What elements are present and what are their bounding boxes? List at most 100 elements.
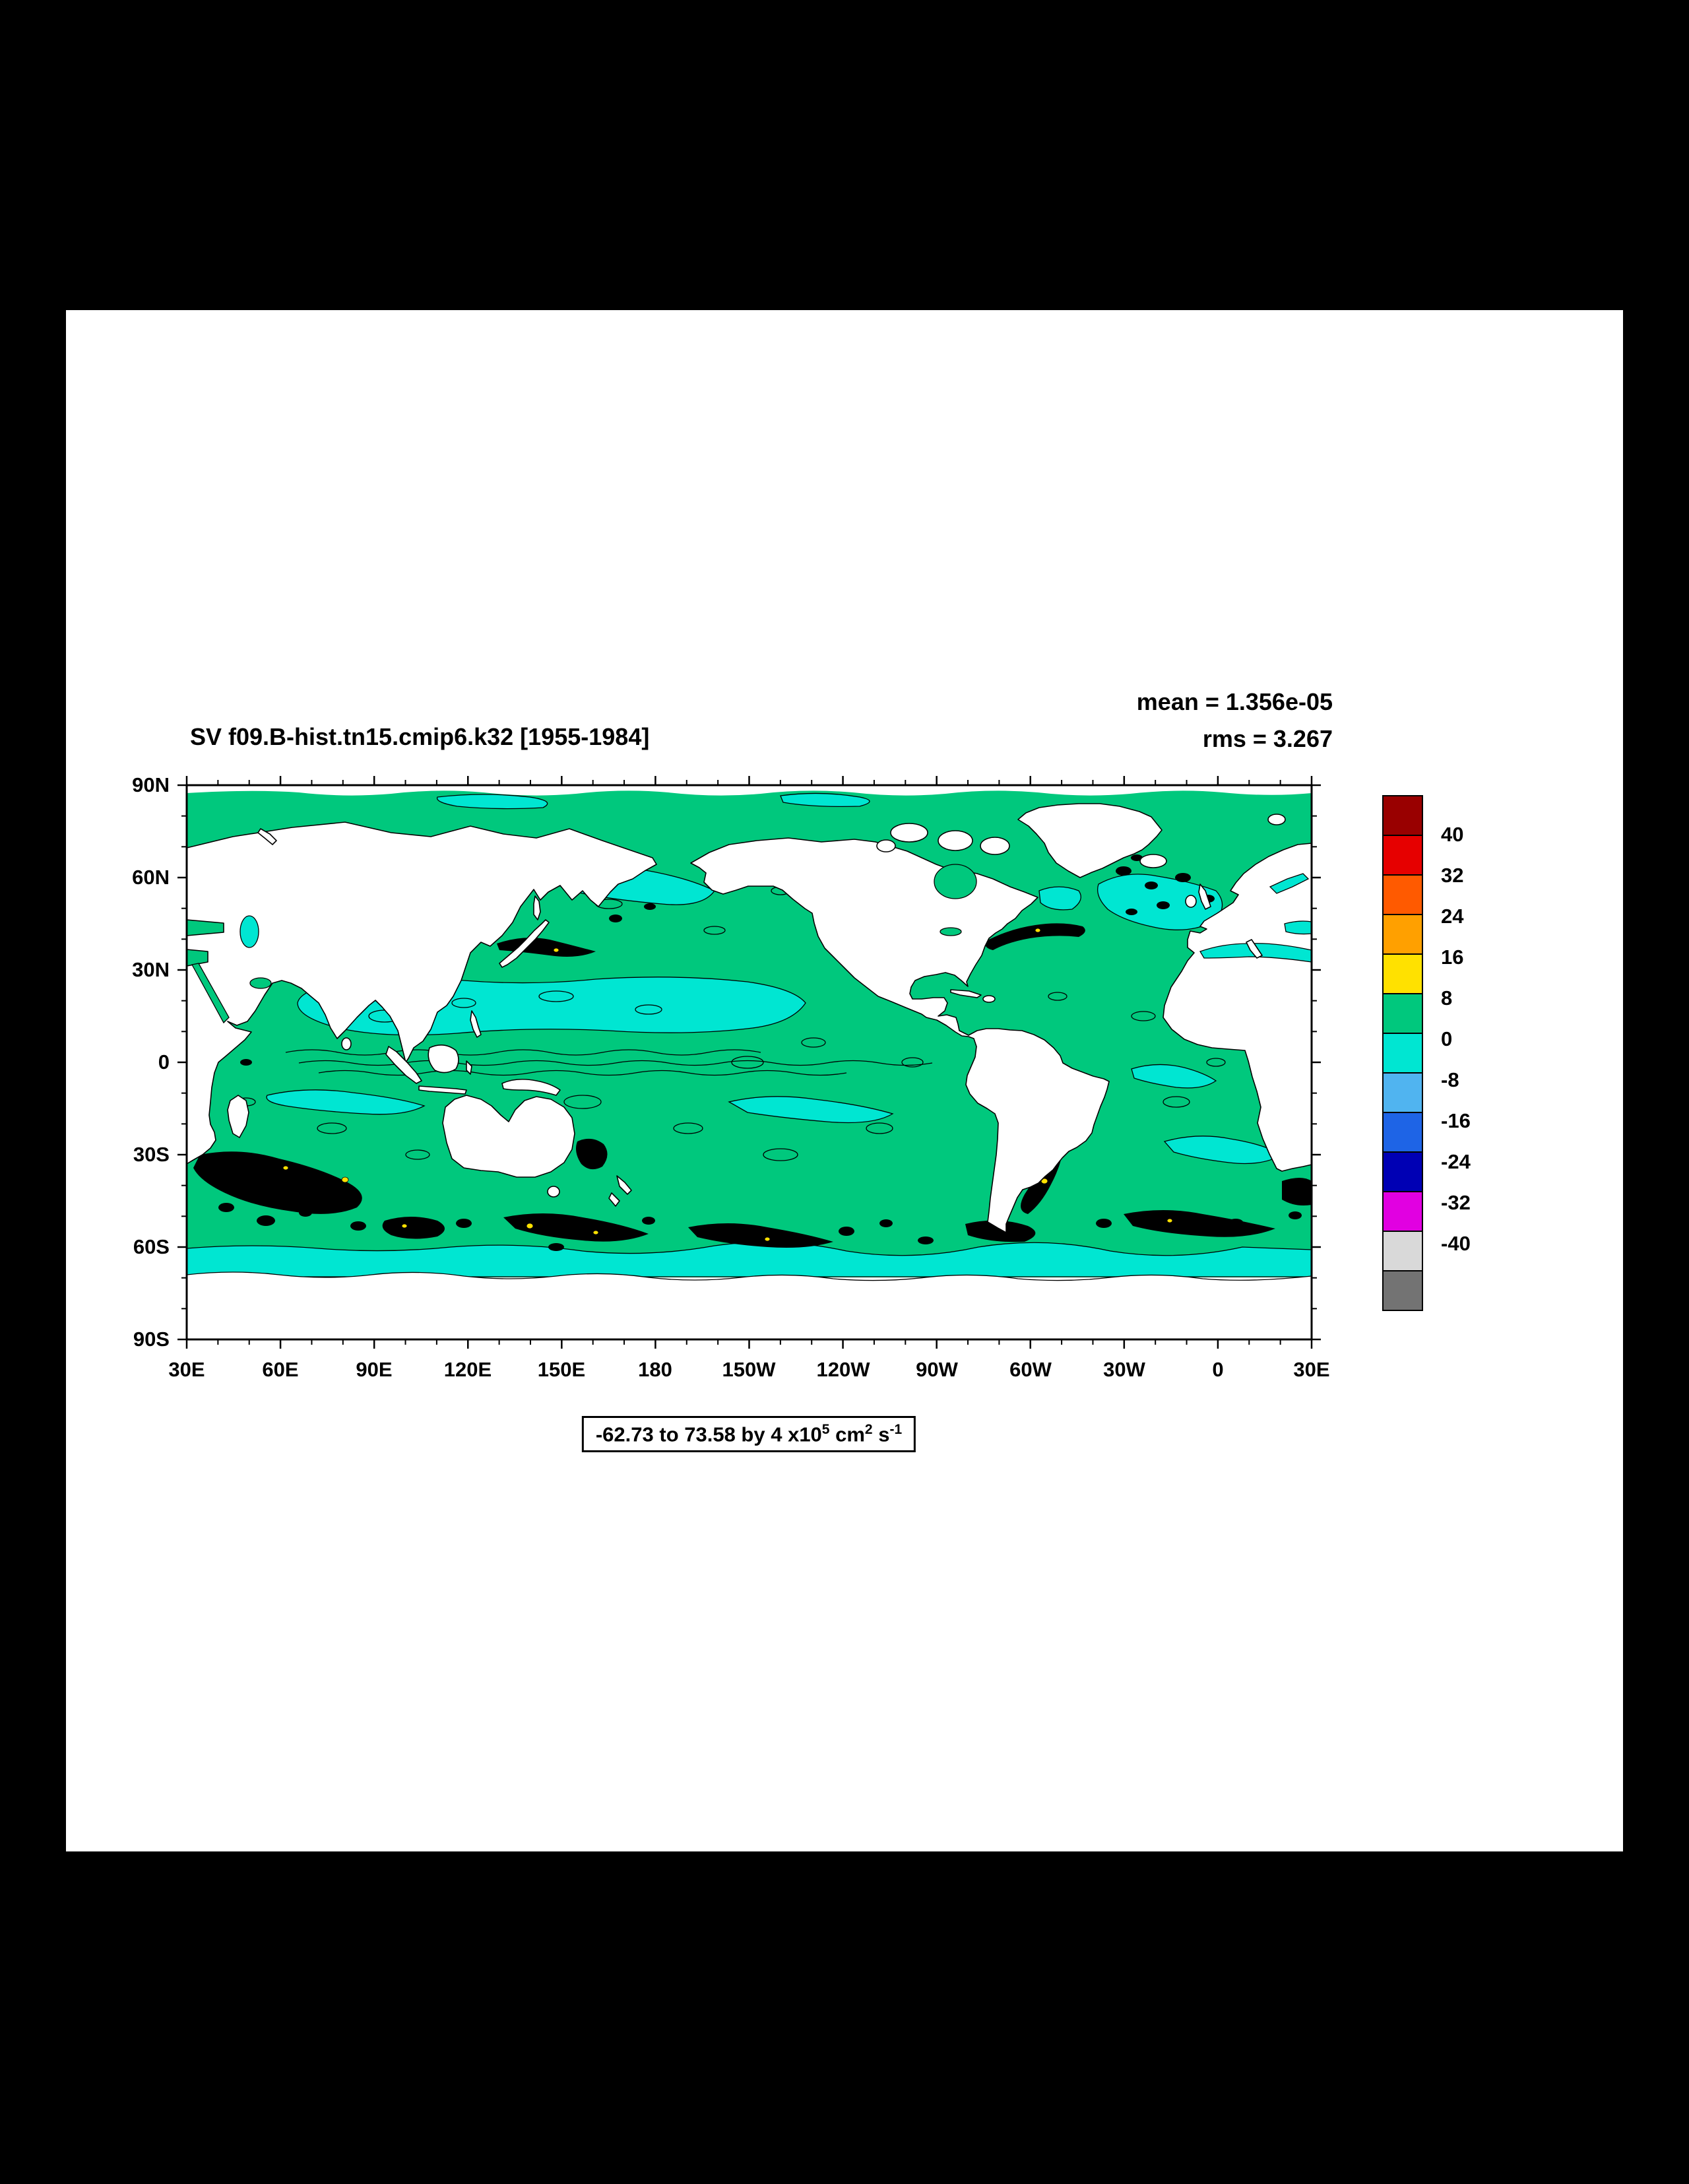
cyan-arctic-1 xyxy=(436,794,548,810)
cb-label-40: 40 xyxy=(1441,823,1464,846)
land-australia xyxy=(442,1095,575,1178)
cyan-acc-fringe xyxy=(186,1241,1312,1277)
land-sulawesi xyxy=(466,1060,472,1075)
caption-unit-cm: cm xyxy=(829,1423,865,1446)
cb-label-m32: -32 xyxy=(1441,1191,1471,1214)
black-sea xyxy=(1284,920,1312,935)
caspian-sea xyxy=(239,915,259,948)
blob-south-australia xyxy=(503,1213,649,1242)
cyan-eq-atlantic xyxy=(1131,1064,1217,1089)
blob-gulf-stream xyxy=(985,923,1085,950)
land-svalbard xyxy=(1267,814,1286,825)
lon-label-60e: 60E xyxy=(262,1358,299,1381)
cyan-south-pacific xyxy=(728,1096,894,1124)
blob-drake xyxy=(965,1220,1036,1242)
caption-range-text: -62.73 to 73.58 by 4 x10 xyxy=(595,1423,822,1446)
land-europe-africa-west xyxy=(1163,843,1312,1172)
cb-label-m40: -40 xyxy=(1441,1232,1471,1255)
cb-label-0: 0 xyxy=(1441,1027,1453,1050)
land-hispaniola xyxy=(982,995,996,1003)
colorbar-box xyxy=(1382,993,1423,1034)
land-ireland xyxy=(1185,895,1197,908)
land-new-guinea xyxy=(501,1078,561,1096)
colorbar-boxes xyxy=(1382,795,1423,1311)
plot-title: SV f09.B-hist.tn15.cmip6.k32 [1955-1984] xyxy=(190,723,650,750)
antarctic-white-margin xyxy=(187,1272,1312,1340)
land-sakhalin xyxy=(533,895,541,920)
great-lakes xyxy=(940,927,962,936)
caption-exp-5: 5 xyxy=(821,1422,830,1437)
blob-agulhas xyxy=(193,1151,362,1214)
cyan-labrador xyxy=(1038,886,1081,911)
land-japan xyxy=(499,919,550,968)
cb-label-m8: -8 xyxy=(1441,1068,1459,1091)
lon-label-90w: 90W xyxy=(916,1358,958,1381)
cb-label-8: 8 xyxy=(1441,986,1453,1010)
map-plot xyxy=(177,776,1321,1349)
colorbar-box xyxy=(1382,1231,1423,1271)
lon-label-90e: 90E xyxy=(356,1358,393,1381)
cyan-south-indian xyxy=(266,1089,426,1115)
lon-label-30e: 30E xyxy=(168,1358,205,1381)
lon-label-150e: 150E xyxy=(537,1358,586,1381)
colorbar-box xyxy=(1382,1112,1423,1153)
colorbar-box xyxy=(1382,953,1423,994)
lat-label-60n: 60N xyxy=(132,866,170,889)
land-sri-lanka xyxy=(341,1037,352,1050)
caption-exp-neg1: -1 xyxy=(889,1422,903,1437)
lat-label-30s: 30S xyxy=(133,1143,170,1166)
colorbar-box xyxy=(1382,835,1423,876)
cb-label-32: 32 xyxy=(1441,864,1464,887)
persian-gulf xyxy=(249,977,272,989)
land-madagascar xyxy=(227,1095,249,1138)
lon-label-30e2: 30E xyxy=(1293,1358,1330,1381)
red-sea xyxy=(191,963,230,1024)
colorbar-box xyxy=(1382,795,1423,836)
blob-agulhas-right xyxy=(1282,1178,1312,1205)
lon-label-180: 180 xyxy=(638,1358,672,1381)
cb-label-16: 16 xyxy=(1441,946,1464,969)
mean-value: mean = 1.356e-05 xyxy=(1136,688,1333,715)
land-borneo xyxy=(428,1044,459,1074)
cyan-arctic-2 xyxy=(780,792,870,808)
land-greenland xyxy=(1017,803,1163,878)
baltic-sea xyxy=(1269,873,1310,894)
land-nz-north xyxy=(616,1175,632,1195)
lon-label-60w: 60W xyxy=(1009,1358,1052,1381)
dense-contour-blobs xyxy=(193,854,1312,1251)
colorbar-box xyxy=(1382,1151,1423,1192)
hudson-bay xyxy=(934,864,977,899)
land-arctic-island-4 xyxy=(876,839,896,852)
lat-label-0: 0 xyxy=(158,1050,170,1074)
land-philippines xyxy=(470,1010,482,1038)
colorbar-box xyxy=(1382,1270,1423,1311)
land-sumatra xyxy=(385,1046,422,1084)
colorbar-box xyxy=(1382,874,1423,915)
lat-label-60s: 60S xyxy=(133,1235,170,1258)
lon-label-0: 0 xyxy=(1212,1358,1224,1381)
land-iceland xyxy=(1139,854,1167,868)
stats-block: mean = 1.356e-05 rms = 3.267 xyxy=(1137,684,1333,757)
arctic-white-margin xyxy=(187,785,1312,796)
contour-range-caption: -62.73 to 73.58 by 4 x105 cm2 s-1 xyxy=(581,1416,916,1453)
colorbar-box xyxy=(1382,1033,1423,1074)
land-arctic-island-2 xyxy=(938,830,973,851)
colorbar-box xyxy=(1382,914,1423,955)
blob-kerguelen xyxy=(382,1217,445,1239)
lon-label-150w: 150W xyxy=(722,1358,776,1381)
lat-label-90s: 90S xyxy=(133,1328,170,1351)
antarctic-margin-contour xyxy=(186,1271,1312,1281)
land-americas xyxy=(690,837,1110,1233)
lon-label-120e: 120E xyxy=(443,1358,492,1381)
land-layer xyxy=(186,803,1312,1233)
caption-unit-s: s xyxy=(872,1423,890,1446)
lat-label-30n: 30N xyxy=(132,958,170,981)
land-tasmania xyxy=(547,1186,560,1198)
land-novaya-zemlya xyxy=(257,828,277,845)
land-arctic-island-1 xyxy=(890,823,928,843)
land-cuba xyxy=(950,989,982,998)
land-italy xyxy=(1246,939,1263,959)
colorbar-box xyxy=(1382,1072,1423,1113)
cb-label-m24: -24 xyxy=(1441,1150,1471,1173)
lon-label-120w: 120W xyxy=(816,1358,870,1381)
